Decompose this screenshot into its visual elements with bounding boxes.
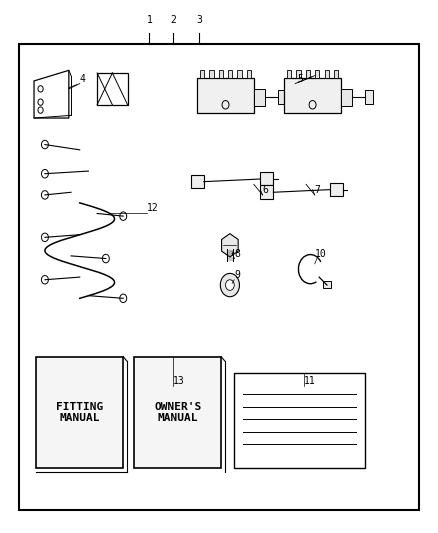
Circle shape [42,140,48,149]
Bar [296,70,300,78]
Bar [278,90,286,104]
Circle shape [42,191,48,199]
Bar [197,78,254,113]
Bar [341,88,352,106]
Text: 5: 5 [297,74,303,84]
Text: 3: 3 [197,15,202,25]
Text: OWNER'S
MANUAL: OWNER'S MANUAL [154,401,201,423]
Text: 6: 6 [262,185,268,195]
Bar [254,88,265,106]
Bar [228,70,233,78]
Bar [260,185,273,199]
Bar [36,357,123,468]
Bar [219,70,223,78]
Bar [306,70,310,78]
Text: 2: 2 [170,15,176,25]
Circle shape [42,169,48,178]
Circle shape [220,273,240,297]
Bar [315,70,319,78]
Circle shape [42,276,48,284]
Circle shape [42,233,48,241]
Text: 11: 11 [304,376,316,386]
Text: 7: 7 [315,185,321,195]
Bar [365,90,373,104]
Circle shape [102,254,110,263]
Text: 1: 1 [146,15,152,25]
Text: 13: 13 [173,376,185,386]
Bar [325,70,329,78]
Bar [209,70,214,78]
Bar [247,70,251,78]
Text: 10: 10 [315,248,326,259]
Text: 12: 12 [147,204,159,214]
Text: 4: 4 [80,74,85,84]
Circle shape [120,212,127,220]
Bar [260,172,273,185]
Bar [287,70,291,78]
Bar [237,70,242,78]
Bar [234,373,365,468]
Bar [334,70,338,78]
Bar [134,357,221,468]
Polygon shape [222,233,238,257]
Text: 9: 9 [234,270,240,280]
Circle shape [120,294,127,303]
Bar [191,175,204,188]
Circle shape [226,280,234,290]
Text: FITTING
MANUAL: FITTING MANUAL [56,401,103,423]
Bar [284,78,341,113]
Text: 8: 8 [234,248,240,259]
Bar [323,281,331,288]
Bar [200,70,204,78]
Bar [330,183,343,196]
